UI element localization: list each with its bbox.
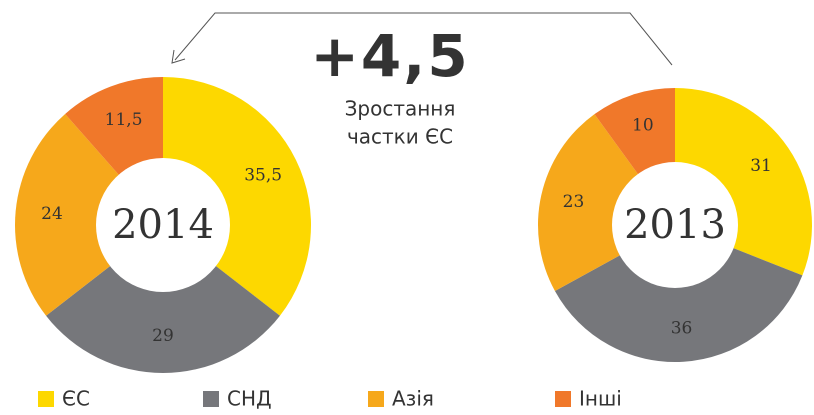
data-label: 11,5	[105, 110, 143, 130]
chart-title: 2014	[112, 202, 214, 248]
data-label: 31	[750, 156, 772, 176]
annotation-value: +4,5	[310, 22, 469, 90]
annotation-text: частки ЄС	[347, 125, 453, 149]
data-label: 24	[41, 204, 63, 224]
legend-label: СНД	[227, 387, 272, 411]
data-label: 35,5	[244, 165, 282, 185]
annotation-text: Зростання	[345, 97, 456, 121]
legend-swatch	[38, 391, 54, 407]
slice	[554, 225, 803, 362]
legend-label: ЄС	[62, 387, 90, 411]
slice	[14, 113, 163, 316]
data-label: 36	[671, 318, 693, 338]
legend-label: Інші	[579, 387, 622, 411]
donut-hole	[96, 158, 230, 292]
legend-swatch	[555, 391, 571, 407]
legend-swatch	[203, 391, 219, 407]
data-label: 10	[632, 116, 654, 136]
slice	[46, 225, 280, 373]
slice	[163, 77, 311, 316]
slice	[538, 114, 675, 292]
arrow-head	[171, 49, 186, 64]
legend-label: Азія	[392, 387, 434, 411]
data-label: 29	[152, 326, 174, 346]
legend-swatch	[368, 391, 384, 407]
data-label: 23	[563, 192, 585, 212]
arrow	[174, 12, 673, 66]
donut-hole	[612, 162, 738, 288]
chart-title: 2013	[624, 202, 726, 248]
